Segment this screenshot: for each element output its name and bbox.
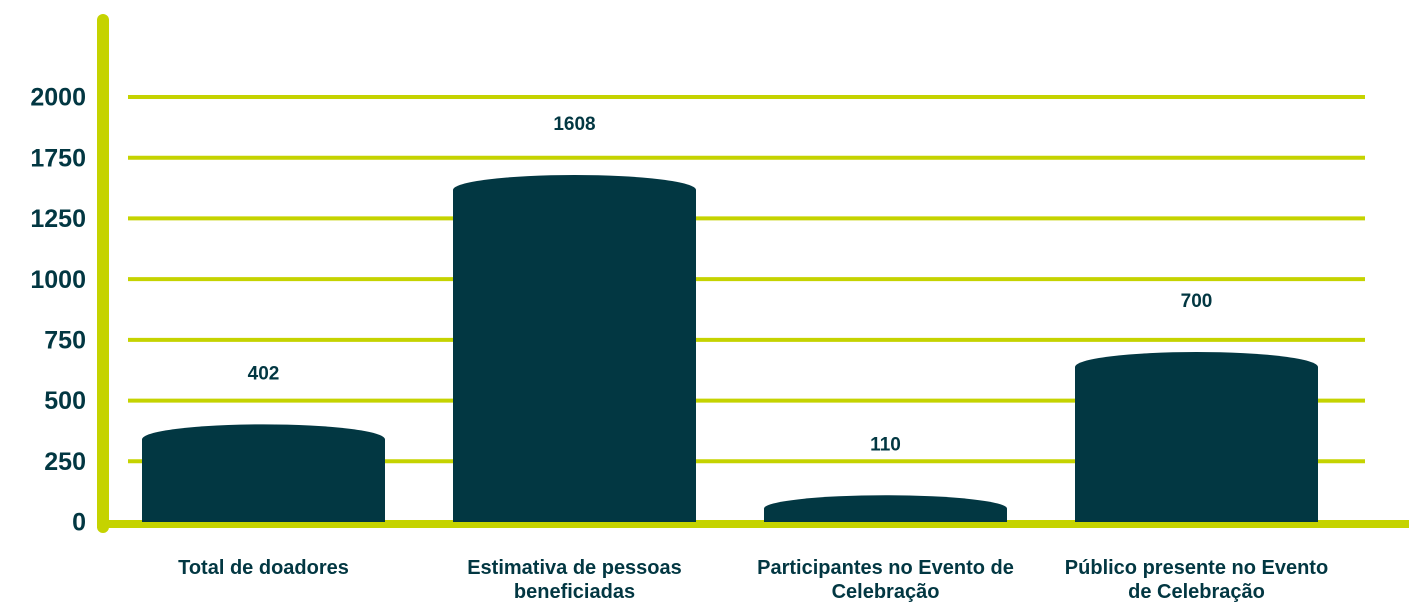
y-tick-label: 250: [44, 448, 86, 476]
y-tick-label: 1250: [30, 205, 86, 233]
y-tick-label: 0: [72, 509, 86, 537]
y-tick-label: 500: [44, 387, 86, 415]
bar: [453, 174, 696, 522]
value-label: 402: [248, 363, 280, 384]
bar: [142, 424, 385, 522]
bar: [764, 495, 1007, 522]
x-tick-label: Total de doadores: [178, 557, 349, 579]
value-label: 700: [1181, 291, 1213, 312]
value-label: 110: [870, 434, 901, 455]
x-tick-label: Estimativa de pessoas beneficiadas: [467, 557, 682, 603]
y-tick-label: 1000: [30, 266, 86, 294]
y-tick-label: 750: [44, 326, 86, 354]
bar: [1075, 352, 1318, 522]
y-tick-label: 1750: [30, 144, 86, 172]
y-tick-label: 2000: [30, 84, 86, 112]
x-tick-label: Participantes no Evento de Celebração: [757, 557, 1014, 603]
x-tick-label: Público presente no Evento de Celebração: [1064, 557, 1329, 603]
value-label: 1608: [553, 114, 595, 135]
